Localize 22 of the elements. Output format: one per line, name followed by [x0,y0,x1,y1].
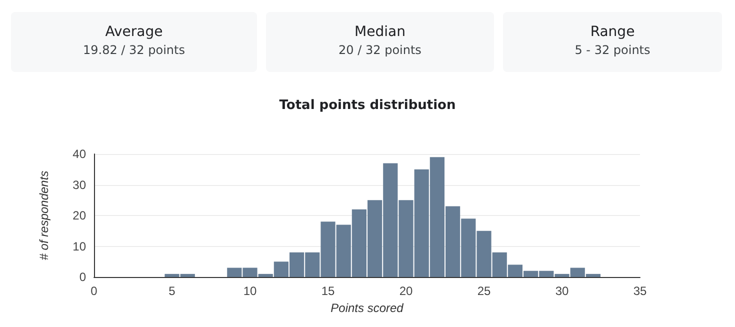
text: 20 / 32 points [338,43,422,57]
y-tick-label: 10 [72,239,86,254]
x-tick-label: 10 [243,284,257,298]
x-tick-label: 15 [321,284,335,298]
y-tick-label: 30 [72,178,86,192]
y-tick-label: 20 [72,208,86,222]
x-tick-label: 35 [633,284,647,298]
y-tick-label: 40 [72,147,86,161]
text: Median [354,24,406,40]
text: Average [104,24,164,40]
x-tick-label: 20 [399,284,413,298]
chart-title: Total points distribution [279,98,456,113]
x-tick-label: 0 [90,284,98,298]
y-axis-title: # of respondents [37,170,51,260]
x-tick-label: 5 [168,284,176,298]
text: 19.82 / 32 points [82,43,186,57]
text: 5 - 32 points [574,43,652,57]
x-tick-label: 25 [477,284,491,298]
text: Range [589,24,636,40]
x-tick-label: 30 [555,284,569,298]
x-axis-title: Points scored [330,300,404,315]
y-tick-label: 0 [79,270,86,284]
